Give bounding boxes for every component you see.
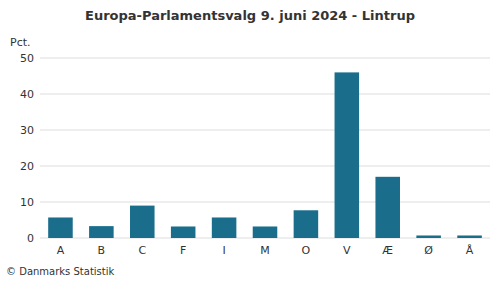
footer: © Danmarks Statistik <box>6 266 115 277</box>
bar <box>416 235 441 238</box>
x-tick-label: V <box>343 244 351 257</box>
bar <box>294 210 319 238</box>
y-tick-label: 40 <box>20 88 34 101</box>
x-tick-label: Ø <box>424 244 433 257</box>
bar <box>48 217 73 238</box>
chart-container: Europa-Parlamentsvalg 9. juni 2024 - Lin… <box>0 0 500 282</box>
y-tick-label: 30 <box>20 124 34 137</box>
x-tick-label: F <box>180 244 186 257</box>
bar <box>457 235 482 238</box>
title: Europa-Parlamentsvalg 9. juni 2024 - Lin… <box>85 8 415 23</box>
grid-line <box>40 166 490 167</box>
y-tick-label: 10 <box>20 196 34 209</box>
grid-line <box>40 58 490 59</box>
x-tick-label: B <box>98 244 106 257</box>
x-tick-label: M <box>260 244 270 257</box>
grid-line <box>40 130 490 131</box>
x-tick-label: O <box>302 244 311 257</box>
x-tick-label: I <box>222 244 225 257</box>
grid-line <box>40 94 490 95</box>
bar <box>89 226 114 238</box>
x-tick-label: C <box>138 244 146 257</box>
bar <box>253 226 278 238</box>
bars <box>48 72 482 238</box>
chart: Europa-Parlamentsvalg 9. juni 2024 - Lin… <box>0 0 500 282</box>
y-tick-label: 0 <box>27 232 34 245</box>
bar <box>375 177 400 238</box>
y-tick-label: 20 <box>20 160 34 173</box>
y-axis: 0 10 20 30 40 50 <box>20 52 34 245</box>
x-axis: ABCFIMOVÆØÅ <box>57 244 474 257</box>
bar <box>335 72 360 238</box>
x-tick-label: Æ <box>382 244 393 257</box>
bar <box>212 217 237 238</box>
bar <box>171 226 196 238</box>
grid <box>40 58 490 238</box>
bar <box>130 206 155 238</box>
grid-line <box>40 202 490 203</box>
y-axis-label: Pct. <box>10 36 31 49</box>
x-tick-label: Å <box>466 244 474 257</box>
x-tick-label: A <box>57 244 65 257</box>
y-tick-label: 50 <box>20 52 34 65</box>
